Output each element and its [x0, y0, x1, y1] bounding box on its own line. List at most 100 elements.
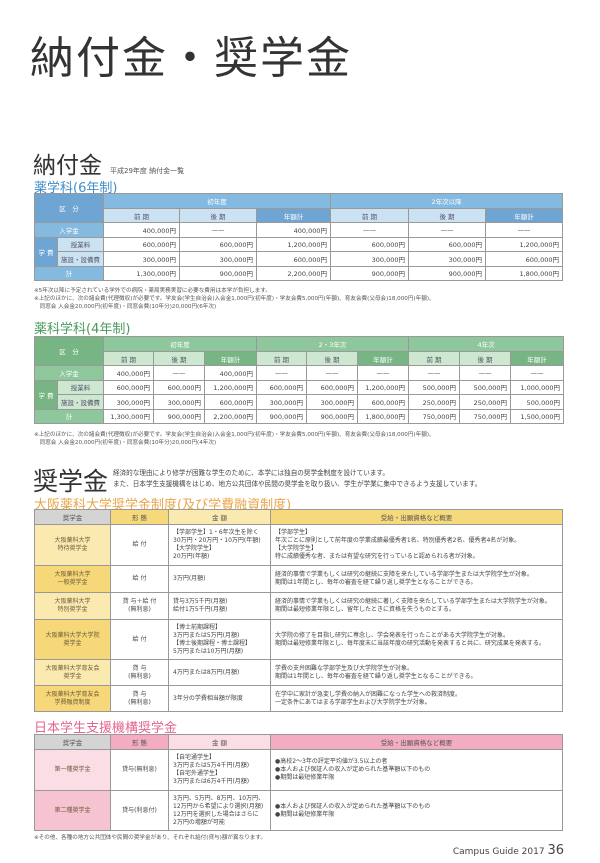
fee-cell: 250,000円	[408, 394, 461, 410]
column-header: 金 額	[168, 509, 271, 525]
table-row: 施設・設備費 300,000円 300,000円 600,000円 300,000円 30…	[35, 394, 565, 410]
fees-table-4year: 区 分初年度 2・3年次 4年次前 期後 期年額計前 期後 期年額計前 期後 期年額…	[34, 336, 565, 424]
fee-cell: 400,000円	[103, 222, 180, 238]
fee-cell: 900,000円	[153, 408, 205, 424]
fee-cell: ——	[357, 365, 410, 381]
column-header: 形 態	[110, 509, 169, 525]
fees-table-6year: 区 分初年度 2年次以降前 期後 期年額計前 期後 期年額計 入学金 400,000円…	[34, 193, 564, 281]
fee-cell: 1,800,000円	[485, 265, 564, 281]
row-label: 計	[34, 408, 104, 424]
scholarship-heading: 奨学金	[33, 467, 109, 496]
row-label: 授業料	[57, 236, 104, 252]
table-row: 計 1,300,000円 900,000円 2,200,000円 900,000円 900…	[34, 265, 564, 281]
term-header: 後 期	[153, 351, 205, 366]
fee-cell: 500,000円	[408, 379, 461, 395]
fee-cell: 600,000円	[256, 379, 308, 395]
row-label: 施設・設備費	[57, 251, 104, 267]
scholarship-summary: 【学部学生】 年次ごとに原則として前年度の学業成績最優秀者1名、特別優秀者2名、優…	[270, 524, 563, 566]
table-row: 大阪薬科大学育友会 奨学金貸 与 (無利息) 4万円または8万円(月額) 学費の支弁困難…	[34, 659, 563, 686]
fee-cell: 300,000円	[179, 251, 257, 267]
note-line: ※上記のほかに、次の諸会費(代理徴収)が必要です。学友会(学生自治会)入会金1,…	[34, 432, 435, 438]
fee-cell: ——	[256, 365, 308, 381]
year-group-header: 2・3年次	[256, 336, 410, 352]
table-row: 大阪薬科大学育友会 学費融資制度貸 与 (無利息) 3年分の学費相当額が限度 在学中に家…	[34, 685, 563, 712]
scholarship-type: 貸与(利息付)	[110, 790, 169, 831]
scholarship-description: 経済的な理由により修学が困難な学生のために、本学には独自の奨学金制度を設けていま…	[113, 468, 481, 490]
scholarship-name: 第一種奨学金	[34, 749, 111, 791]
term-header: 前 期	[330, 208, 410, 223]
note-line: 同窓会 入会金20,000円(初年度)・同窓会費(10年分)20,000円(6年…	[34, 304, 217, 310]
term-header: 後 期	[179, 208, 257, 223]
row-label: 施設・設備費	[57, 394, 104, 410]
term-header: 年額計	[203, 351, 258, 366]
fee-cell: 300,000円	[103, 251, 180, 267]
desc-line: 経済的な理由により修学が困難な学生のために、本学には独自の奨学金制度を設けていま…	[113, 469, 389, 477]
header-row: 区 分初年度 2年次以降	[34, 193, 564, 223]
fee-cell: 1,800,000円	[357, 408, 410, 424]
term-header: 年額計	[255, 208, 332, 223]
kubun-header: 区 分	[34, 193, 104, 223]
fee-cell: ——	[408, 222, 487, 238]
note-line: ※上記のほかに、次の諸会費(代理徴収)が必要です。学友会(学生自治会)入会金1,…	[34, 296, 435, 302]
note-line: ※5年次以降に予定されている学外での病院・薬局実務実習に必要な費用は本学が負担し…	[34, 288, 271, 294]
fees-notes-6year: ※5年次以降に予定されている学外での病院・薬局実務実習に必要な費用は本学が負担し…	[34, 287, 435, 311]
fee-cell: 1,200,000円	[255, 236, 332, 252]
column-header: 受給・出願資格など概要	[270, 509, 563, 525]
table-row: 大阪薬科大学 一般奨学金給 付 3万円(月額) 経済的事情で学業もしくは研究の継続に支…	[34, 565, 563, 593]
scholarship-amount: 3万円、5万円、8万円、10万円、 12万円から希望により選択(月額) 12万円を選…	[168, 790, 271, 831]
footer-text: Campus Guide 2017	[452, 847, 545, 857]
scholarship-summary: 経済的事情で学業もしくは研究の継続に著しく支障を来たしている学部学生または大学院…	[270, 592, 563, 620]
table-row: 大阪薬科大学 特待奨学金給 付【学部学生】1・6年次生を除く 30万円・20万円・1…	[34, 524, 563, 566]
fee-cell: 600,000円	[408, 236, 487, 252]
note-line: 同窓会 入会金20,000円(初年度)・同窓会費(10年分)20,000円(4年…	[34, 440, 217, 446]
column-header: 金 額	[168, 734, 271, 750]
fee-cell: 400,000円	[103, 365, 154, 381]
fee-cell: 600,000円	[153, 379, 205, 395]
table-row: 大阪薬科大学大学院 奨学金給 付【博士前期課程】 3万円または5万円(月額) 【博士後…	[34, 619, 563, 660]
term-header: 後 期	[408, 208, 487, 223]
jasso-scholarship-table: 奨学金形 態金 額受給・出願資格など概要 第一種奨学金 貸与(無利息) 【自宅通学生】…	[34, 734, 563, 831]
scholarship-amount: 3年分の学費相当額が限度	[168, 685, 271, 712]
fee-cell: ——	[485, 222, 564, 238]
row-label: 入学金	[34, 365, 104, 381]
table-row: 学 費授業料 600,000円 600,000円 1,200,000円 600,000円…	[34, 236, 564, 267]
scholarship-summary: ●本人および保証人の収入が定められた基準額以下のもの ●期間は最短修業年限	[270, 790, 563, 831]
table-row: 学 費授業料 600,000円 600,000円 1,200,000円 600,000円…	[34, 379, 565, 410]
scholarship-type: 給 付	[110, 524, 169, 566]
scholarship-name: 大阪薬科大学 特別奨学金	[34, 592, 111, 620]
scholarship-type: 給 付	[110, 619, 169, 660]
gakuhi-label: 学 費	[34, 236, 58, 267]
fee-cell: ——	[306, 365, 359, 381]
scholarship-summary: 在学中に家計が急変し学費の納入が困難になった学生への救済制度。 一定条件にあてはま…	[270, 685, 563, 712]
fee-cell: 500,000円	[510, 394, 565, 410]
scholarship-name: 大阪薬科大学大学院 奨学金	[34, 619, 111, 660]
table-row: 計 1,300,000円 900,000円 2,200,000円 900,000円 900…	[34, 408, 565, 424]
scholarship-type: 貸 与 (無利息)	[110, 685, 169, 712]
year-group-header: 2年次以降	[330, 193, 564, 209]
fee-cell: 1,200,000円	[203, 379, 258, 395]
fee-cell: 1,300,000円	[103, 408, 154, 424]
fee-cell: ——	[330, 222, 410, 238]
osaka-scholarship-table: 奨学金形 態金 額受給・出願資格など概要 大阪薬科大学 特待奨学金給 付【学部学生】…	[34, 509, 563, 712]
column-header: 受給・出願資格など概要	[270, 734, 563, 750]
fee-cell: 300,000円	[153, 394, 205, 410]
scholarship-type: 貸与(無利息)	[110, 749, 169, 791]
fee-cell: ——	[510, 365, 565, 381]
term-header: 前 期	[103, 351, 154, 366]
fee-cell: ——	[408, 365, 461, 381]
header-row: 前 期後 期年額計前 期後 期年額計	[35, 208, 564, 223]
fee-cell: 300,000円	[103, 394, 154, 410]
gakuhi-label: 学 費	[34, 379, 58, 410]
fee-cell: 900,000円	[330, 265, 410, 281]
fee-cell: 600,000円	[357, 394, 410, 410]
section-jasso-scholarship: 日本学生支援機構奨学金	[34, 721, 178, 736]
footer: Campus Guide 2017 36	[453, 843, 564, 858]
scholarship-amount: 【自宅通学生】 3万円または5万4千円(月額) 【自宅外通学生】 3万円または6万4千…	[168, 749, 271, 791]
scholarship-type: 貸 与 (無利息)	[110, 659, 169, 686]
scholarship-summary: 経済的事情で学業もしくは研究の継続に支障を来たしている学部学生または大学院学生が…	[270, 565, 563, 593]
fees-heading-block: 納付金 平成29年度 納付金一覧	[33, 146, 184, 180]
scholarship-amount: 貸与3万5千円(月額) 給付1万5千円(月額)	[168, 592, 271, 620]
fee-cell: 600,000円	[306, 379, 359, 395]
fees-heading: 納付金	[33, 153, 102, 179]
fee-cell: 600,000円	[103, 379, 154, 395]
